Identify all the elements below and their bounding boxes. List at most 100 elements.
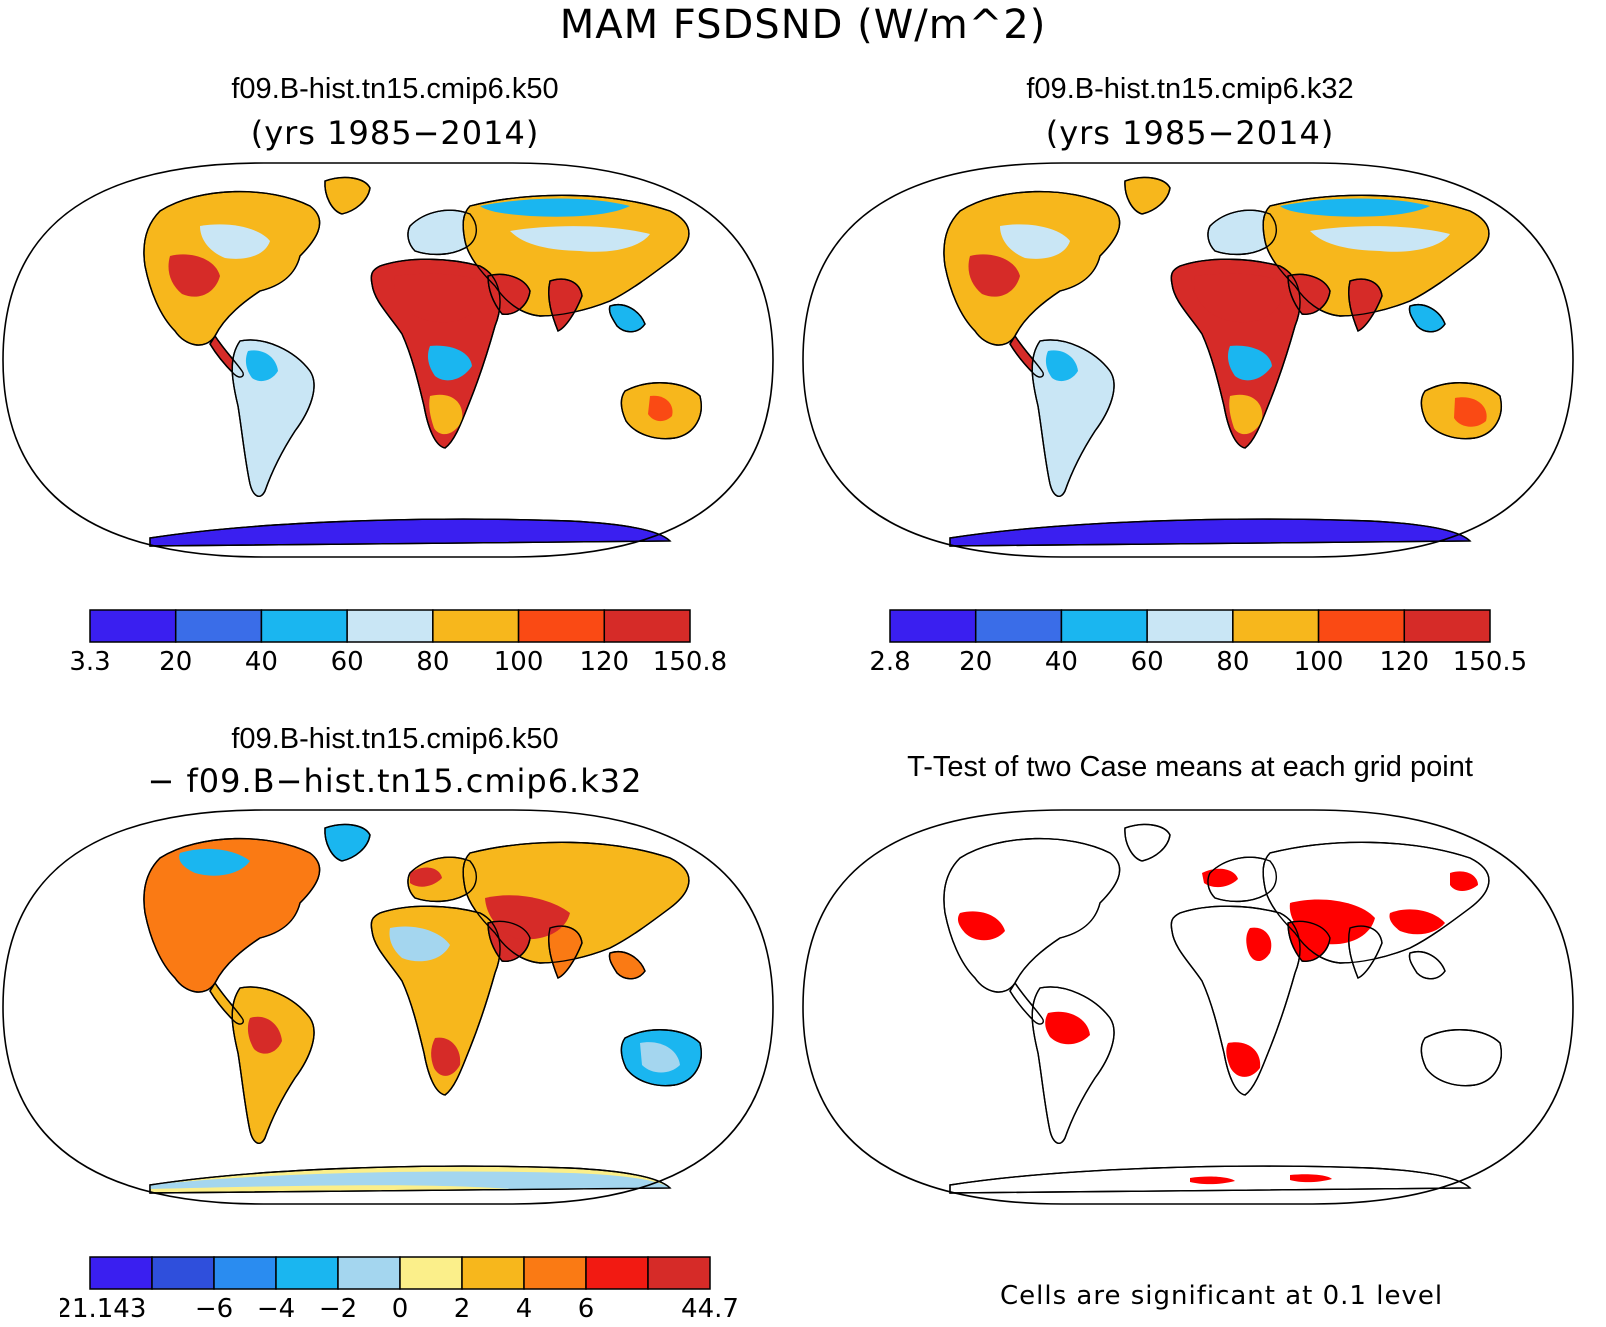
colorbar-swatch — [585, 1256, 649, 1290]
colorbar-tick-label: 2 — [454, 1294, 471, 1324]
coastline-gl — [1124, 176, 1171, 215]
field-region — [427, 345, 472, 381]
panel1-colorbar: 3.3 20 40 60 80 100 120 150.8 — [69, 609, 727, 677]
coastline-eu — [1207, 209, 1277, 256]
map-frame — [802, 809, 1574, 1205]
panel3-colorbar: −21.143 −6 −4 −2 0 2 4 6 44.7 — [60, 1256, 739, 1324]
coastline-au — [620, 1029, 702, 1087]
field-region — [179, 848, 250, 876]
coastline-na — [143, 837, 321, 993]
field-region — [1045, 1011, 1090, 1045]
colorbar-tick-label: 150.5 — [1453, 647, 1527, 677]
panel2-title: f09.B-hist.tn15.cmip6.k32 — [1026, 73, 1354, 105]
coastline-sa — [1031, 339, 1115, 498]
coastline-sea — [1408, 304, 1446, 333]
field-region — [1227, 345, 1272, 381]
field-region — [1246, 927, 1272, 962]
field-region — [150, 1171, 670, 1189]
map-frame — [2, 162, 774, 558]
field-region — [1290, 1174, 1332, 1183]
panel1-subtitle: (yrs 1985−2014) — [250, 114, 540, 152]
coastline-au — [1420, 382, 1502, 440]
colorbar-swatch — [1403, 609, 1491, 643]
coastline-as — [462, 194, 690, 317]
colorbar-tick-label: 80 — [1216, 647, 1249, 677]
panel2-map — [802, 162, 1574, 558]
field-region — [200, 224, 270, 259]
coastline-gl — [324, 823, 371, 862]
coastline-af — [370, 905, 501, 1096]
coastline-eu — [407, 209, 477, 256]
field-region — [168, 254, 220, 297]
field-region — [429, 394, 463, 435]
coastline-na — [943, 837, 1121, 993]
field-region — [957, 911, 1005, 941]
coastline-sea — [608, 951, 646, 980]
coastline-na — [143, 190, 321, 346]
panel4-title: T-Test of two Case means at each grid po… — [907, 751, 1473, 783]
significance-note: Cells are significant at 0.1 level — [1000, 1281, 1444, 1311]
coastline-sa — [231, 986, 315, 1145]
coastline-in — [1348, 925, 1383, 979]
field-region — [1229, 394, 1263, 435]
field-region — [394, 273, 488, 323]
coastline-as — [1262, 194, 1490, 317]
coastline-af — [370, 258, 501, 449]
coastline-na — [943, 190, 1121, 346]
colorbar-tick-label: 60 — [331, 647, 364, 677]
coastline-au — [620, 382, 702, 440]
colorbar-swatch — [523, 1256, 587, 1290]
colorbar-tick-label: −6 — [195, 1294, 233, 1324]
coastline-ca — [1009, 334, 1044, 378]
colorbar-tick-label: 40 — [1045, 647, 1078, 677]
colorbar-tick-label: −4 — [257, 1294, 295, 1324]
coastline-sa — [231, 339, 315, 498]
field-region — [1226, 1042, 1261, 1077]
field-region — [510, 226, 650, 252]
panel2-colorbar: 2.8 20 40 60 80 100 120 150.5 — [869, 609, 1527, 677]
colorbar-swatch — [517, 609, 606, 643]
coastline-as — [462, 841, 690, 964]
colorbar-swatch — [461, 1256, 525, 1290]
coastline-gl — [324, 176, 371, 215]
colorbar-tick-label: 20 — [159, 647, 192, 677]
colorbar-swatch — [889, 609, 977, 643]
coastline-af — [1170, 258, 1301, 449]
coastline-an — [149, 1165, 672, 1194]
panel3-subtitle: − f09.B−hist.tn15.cmip6.k32 — [147, 762, 643, 800]
panel2-subtitle: (yrs 1985−2014) — [1045, 114, 1335, 152]
coastline-an — [949, 518, 1472, 547]
panel4-map — [802, 809, 1574, 1205]
colorbar-swatch — [1060, 609, 1148, 643]
field-region — [1000, 224, 1070, 259]
field-region — [1310, 226, 1450, 252]
colorbar-tick-label: 2.8 — [869, 647, 910, 677]
field-region — [1289, 899, 1375, 945]
colorbar-swatch — [346, 609, 434, 643]
field-region — [480, 198, 630, 217]
colorbar-tick-label: 80 — [416, 647, 449, 677]
colorbar-swatch — [151, 1256, 215, 1290]
field-region — [648, 395, 673, 422]
coastline-as — [1262, 841, 1490, 964]
colorbar-tick-label: −2 — [319, 1294, 357, 1324]
colorbar-tick-label: 6 — [578, 1294, 595, 1324]
field-region — [968, 254, 1020, 297]
colorbar-tick-label: 60 — [1131, 647, 1164, 677]
coastline-sea — [608, 304, 646, 333]
colorbar-swatch — [603, 609, 691, 643]
coastline-ca — [209, 334, 244, 378]
field-region — [1280, 198, 1430, 217]
colorbar-swatch — [275, 1256, 339, 1290]
coastline-au — [1420, 1029, 1502, 1087]
colorbar-swatch — [89, 609, 177, 643]
colorbar-tick-label: 40 — [245, 647, 278, 677]
colorbar-swatch — [174, 609, 263, 643]
colorbar-swatch — [89, 1256, 153, 1290]
coastline-af — [1170, 905, 1301, 1096]
colorbar-swatch — [260, 609, 348, 643]
colorbar-tick-label: 0 — [392, 1294, 409, 1324]
coastline-ar — [487, 273, 531, 315]
colorbar-swatch — [399, 1256, 463, 1290]
colorbar-tick-label: 3.3 — [69, 647, 110, 677]
